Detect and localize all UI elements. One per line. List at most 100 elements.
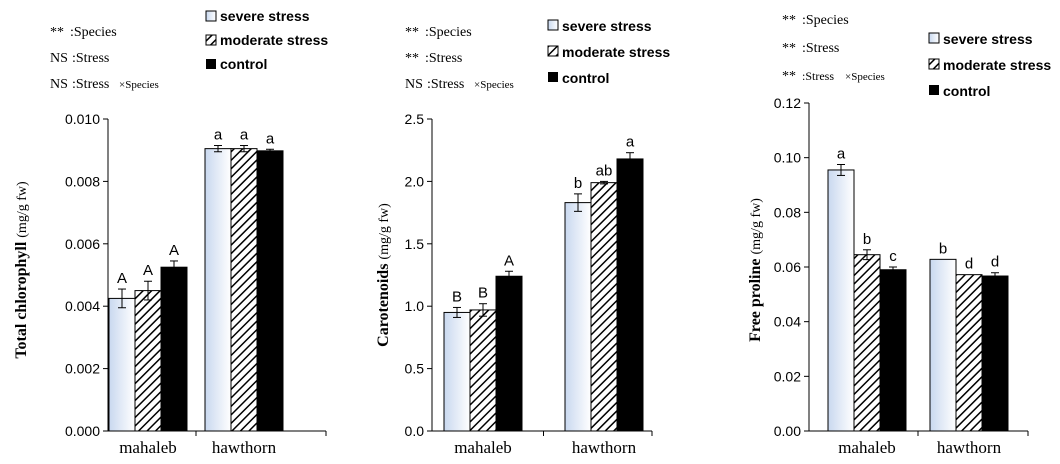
bar-control-hawthorn [256, 150, 284, 432]
x-tick-label: mahaleb [838, 438, 896, 457]
y-tick-label: 0.008 [65, 173, 100, 189]
y-tick-label: 0.08 [774, 204, 801, 220]
stat-factor-small: ×Species [845, 71, 885, 83]
bar-moderate-stress-mahaleb [469, 309, 497, 432]
stats-block: ** :Species ** :Stress ** :Stress ×Speci… [782, 13, 885, 84]
significance-letter: B [478, 285, 488, 302]
significance-letter: A [169, 242, 179, 259]
stat-sig: ** [782, 41, 796, 56]
significance-letter: b [863, 231, 871, 248]
y-tick-label: 0.02 [774, 368, 801, 384]
significance-letter: a [266, 130, 275, 147]
bar-moderate-stress-hawthorn [590, 182, 618, 432]
legend: severe stress moderate stress control [547, 18, 670, 86]
bar-severe-stress-hawthorn [929, 258, 957, 432]
plot-area: 0.000 0.002 0.004 0.006 0.008 0.010 mahaleb haw… [65, 111, 327, 457]
bar-control-mahaleb [879, 269, 907, 432]
bar-control-hawthorn [616, 158, 644, 432]
stat-factor: :Species [802, 13, 849, 28]
y-tick-label: 0.10 [774, 150, 801, 166]
bar-moderate-stress-mahaleb [853, 254, 881, 432]
significance-letter: a [214, 127, 223, 144]
x-tick-label: mahaleb [119, 438, 177, 457]
y-tick-label: 0.006 [65, 236, 100, 252]
stats-block: ** :Species ** :Stress NS :Stress ×Speci… [405, 25, 514, 92]
y-axis-unit: (mg/g fw) [15, 181, 30, 238]
bar-severe-stress-mahaleb [443, 311, 471, 432]
y-tick-label: 0.5 [405, 361, 425, 377]
stat-factor: :Stress [802, 41, 839, 56]
legend-label-control: control [562, 70, 609, 86]
y-tick-label: 0.010 [65, 111, 100, 127]
panel-free-proline: ** :Species ** :Stress ** :Stress ×Speci… [747, 13, 1051, 457]
significance-letter: B [452, 288, 462, 305]
stat-factor: :Species [425, 25, 472, 40]
bar-severe-stress-mahaleb [827, 169, 855, 432]
stat-sig: NS [50, 77, 68, 92]
x-tick-label: hawthorn [937, 438, 1002, 457]
stat-sig: ** [782, 69, 796, 84]
y-tick-label: 2.0 [405, 173, 425, 189]
legend-label-severe: severe stress [220, 8, 310, 24]
y-axis-title: Carotenoids [375, 264, 392, 347]
stat-factor: :Stress [425, 51, 462, 66]
significance-letter: ab [596, 162, 613, 179]
stat-sig: ** [50, 25, 64, 40]
stat-sig: NS [50, 51, 68, 66]
significance-letter: a [837, 146, 846, 163]
stat-sig: ** [782, 13, 796, 28]
y-tick-label: 0.004 [65, 298, 100, 314]
plot-area: 0.0 0.5 1.0 1.5 2.0 2.5 mahaleb hawthorn Bb Bab Aa [405, 111, 653, 457]
legend: severe stress moderate stress control [928, 31, 1051, 99]
legend-swatch-moderate [547, 45, 559, 57]
legend-label-severe: severe stress [562, 18, 652, 34]
stat-factor: :Stress [72, 77, 109, 92]
y-axis-label: Total chlorophyll (mg/g fw) [13, 181, 30, 359]
bar-severe-stress-mahaleb [108, 297, 136, 432]
bar-moderate-stress-hawthorn [955, 274, 983, 432]
significance-letter: a [626, 134, 635, 151]
legend-swatch-control [206, 59, 216, 69]
legend-label-moderate: moderate stress [220, 32, 328, 48]
stat-factor-small: ×Species [119, 79, 159, 91]
legend-label-control: control [220, 56, 267, 72]
bar-moderate-stress-mahaleb [134, 290, 162, 432]
legend-swatch-severe [547, 19, 559, 31]
stat-factor: :Stress [802, 69, 834, 83]
significance-letter: A [504, 252, 514, 269]
stat-factor-small: ×Species [474, 79, 514, 91]
x-tick-label: mahaleb [454, 438, 512, 457]
legend-swatch-control [548, 72, 558, 82]
bar-severe-stress-hawthorn [204, 148, 232, 432]
bar-moderate-stress-hawthorn [230, 148, 258, 432]
significance-letter: b [939, 240, 947, 257]
significance-letter: A [117, 270, 127, 287]
plot-area: 0.00 0.02 0.04 0.06 0.08 0.10 0.12 mahaleb hawth… [774, 95, 1029, 457]
significance-letter: d [991, 254, 999, 271]
bar-control-hawthorn [981, 275, 1009, 432]
y-tick-label: 0.06 [774, 259, 801, 275]
y-axis-title: Free proline [747, 259, 764, 342]
significance-letter: b [574, 175, 582, 192]
legend-swatch-moderate [928, 58, 940, 70]
panel-carotenoids: ** :Species ** :Stress NS :Stress ×Speci… [375, 18, 670, 457]
y-tick-label: 0.002 [65, 361, 100, 377]
significance-letter: d [965, 256, 973, 273]
y-tick-label: 2.5 [405, 111, 425, 127]
stat-sig: ** [405, 51, 419, 66]
stat-factor: :Stress [427, 77, 464, 92]
y-tick-label: 0.12 [774, 95, 801, 111]
y-axis-label: Carotenoids (mg/g fw) [375, 203, 392, 347]
legend-label-control: control [943, 83, 990, 99]
legend-label-moderate: moderate stress [943, 57, 1051, 73]
bar-severe-stress-hawthorn [564, 202, 592, 432]
y-axis-title: Total chlorophyll [13, 241, 30, 358]
legend-swatch-moderate [205, 34, 217, 46]
bar-control-mahaleb [495, 275, 523, 432]
significance-letter: c [889, 248, 897, 265]
significance-letter: a [240, 127, 249, 144]
x-tick-label: hawthorn [572, 438, 637, 457]
stats-block: ** :Species NS :Stress NS :Stress ×Speci… [50, 25, 159, 92]
legend-swatch-severe [928, 32, 940, 44]
